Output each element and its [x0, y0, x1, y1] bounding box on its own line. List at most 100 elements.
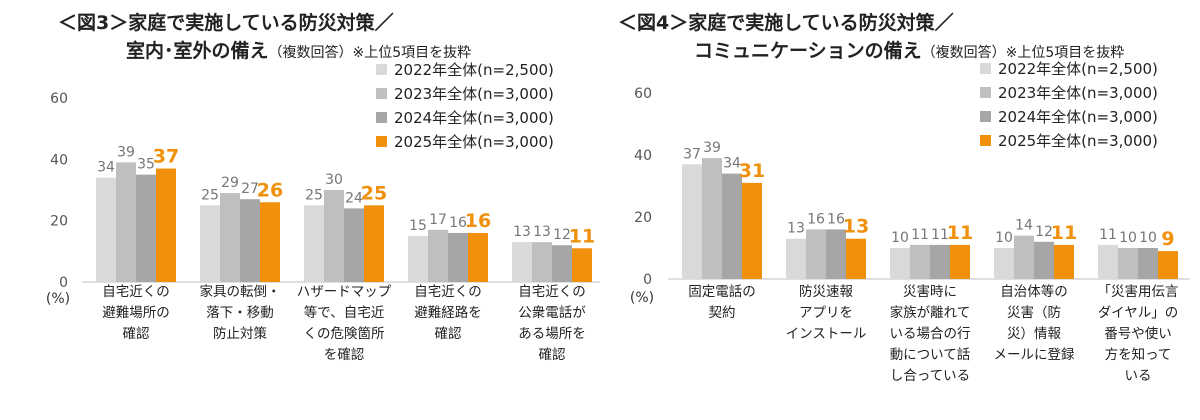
- legend-swatch: [980, 63, 991, 74]
- bar: [1118, 248, 1138, 279]
- bar: [1054, 244, 1074, 279]
- y-axis-unit-label: (%): [46, 291, 70, 307]
- chart-panel-fig4: ＜図4＞家庭で実施している防災対策／ コミュニケーションの備え（複数回答）※上位…: [600, 0, 1200, 420]
- bar: [240, 199, 260, 282]
- bar: [826, 229, 846, 279]
- category-label-line: 自治体等の: [1000, 283, 1068, 300]
- bar: [1014, 235, 1034, 279]
- category-label-line: アプリを: [799, 305, 853, 321]
- data-label: 16: [827, 211, 845, 227]
- category-label-line: 動について話: [890, 346, 971, 363]
- y-tick-label: 0: [643, 272, 652, 288]
- bar: [408, 236, 428, 282]
- y-tick-label: 20: [634, 210, 652, 226]
- category-label-line: 落下・移動: [206, 305, 274, 321]
- bar: [806, 229, 826, 279]
- bar: [702, 158, 722, 279]
- data-label: 17: [429, 212, 447, 228]
- data-label: 35: [137, 157, 155, 173]
- data-label: 39: [117, 144, 135, 160]
- data-label: 11: [569, 225, 595, 247]
- bar: [742, 182, 762, 279]
- category-label: 自治体等の災害（防災）情報メールに登録: [994, 283, 1075, 363]
- data-label: 16: [465, 210, 491, 232]
- data-label: 12: [1035, 224, 1053, 240]
- category-label-line: 方を知って: [1105, 346, 1172, 363]
- data-label: 11: [1051, 222, 1077, 244]
- legend-label: 2025年全体(n=3,000): [394, 133, 554, 151]
- data-label: 10: [1119, 230, 1137, 246]
- y-tick-label: 0: [59, 275, 68, 291]
- category-label-line: いる: [1125, 368, 1152, 384]
- bar: [950, 244, 970, 279]
- bar: [304, 205, 324, 282]
- y-tick-label: 20: [50, 214, 68, 230]
- bar: [532, 242, 552, 282]
- category-label-line: 自宅近くの: [102, 284, 170, 300]
- bar: [468, 232, 488, 282]
- bar: [200, 205, 220, 282]
- bar: [722, 173, 742, 279]
- category-label-line: 避難場所の: [102, 305, 170, 321]
- category-label-line: 自宅近くの: [414, 284, 482, 300]
- bar: [512, 242, 532, 282]
- category-label-line: 防災速報: [799, 284, 853, 300]
- category-label-line: を確認: [324, 347, 365, 363]
- chart-title-text: ＜図4＞家庭で実施している防災対策／: [618, 12, 954, 34]
- y-tick-label: 60: [50, 91, 68, 107]
- bar: [96, 177, 116, 282]
- chart-subtitle-text: コミュニケーションの備え: [694, 40, 922, 62]
- data-label: 11: [911, 227, 929, 243]
- data-label: 31: [739, 160, 765, 182]
- category-label-line: 固定電話の: [688, 283, 756, 300]
- data-label: 10: [1139, 230, 1157, 246]
- legend-swatch: [980, 135, 991, 146]
- data-label: 34: [97, 160, 115, 176]
- data-label: 24: [345, 190, 363, 206]
- legend-swatch: [980, 111, 991, 122]
- category-label-line: 確認: [123, 326, 150, 342]
- bar: [220, 193, 240, 282]
- legend-label: 2024年全体(n=3,000): [998, 108, 1158, 126]
- data-label: 27: [241, 181, 259, 197]
- y-axis-unit-label: (%): [630, 290, 654, 306]
- category-label: 固定電話の契約: [688, 283, 756, 321]
- category-label-line: 契約: [709, 305, 736, 321]
- data-label: 15: [409, 218, 427, 234]
- data-label: 34: [723, 156, 741, 172]
- bar: [552, 245, 572, 282]
- data-label: 25: [361, 182, 387, 204]
- data-label: 13: [533, 224, 551, 240]
- chart-title-line2: コミュニケーションの備え（複数回答）※上位5項目を抜粋: [694, 36, 1124, 63]
- category-label: ハザードマップ等で、自宅近くの危険箇所を確認: [297, 284, 392, 363]
- chart-title-text: ＜図3＞家庭で実施している防災対策／: [58, 12, 394, 34]
- data-label: 26: [257, 179, 283, 201]
- category-label-line: 災）情報: [1007, 326, 1061, 342]
- legend-swatch: [376, 64, 387, 75]
- legend-label: 2022年全体(n=2,500): [998, 60, 1158, 78]
- data-label: 10: [891, 230, 909, 246]
- category-label-line: し合っている: [890, 368, 970, 384]
- category-label-line: ある場所を: [518, 326, 586, 342]
- data-label: 10: [995, 230, 1013, 246]
- category-label: 自宅近くの避難場所の確認: [102, 284, 170, 342]
- data-label: 13: [513, 224, 531, 240]
- bar: [1098, 244, 1118, 279]
- category-label-line: 災害（防: [1007, 305, 1061, 321]
- data-label: 13: [787, 221, 805, 237]
- category-label-line: くの危険箇所: [304, 325, 385, 342]
- bar: [156, 168, 176, 282]
- category-label-line: インストール: [786, 326, 867, 342]
- category-label: 自宅近くの公衆電話がある場所を確認: [518, 284, 586, 363]
- data-label: 29: [221, 175, 239, 191]
- category-label: 家具の転倒・落下・移動防止対策: [200, 283, 281, 342]
- legend-swatch: [376, 88, 387, 99]
- bar: [324, 190, 344, 282]
- legend-label: 2023年全体(n=3,000): [394, 85, 554, 103]
- category-label-line: ダイヤル」の: [1098, 305, 1179, 321]
- data-label: 16: [449, 215, 467, 231]
- category-label: 自宅近くの避難経路を確認: [414, 284, 482, 342]
- data-label: 11: [1099, 227, 1117, 243]
- y-tick-label: 40: [634, 148, 652, 164]
